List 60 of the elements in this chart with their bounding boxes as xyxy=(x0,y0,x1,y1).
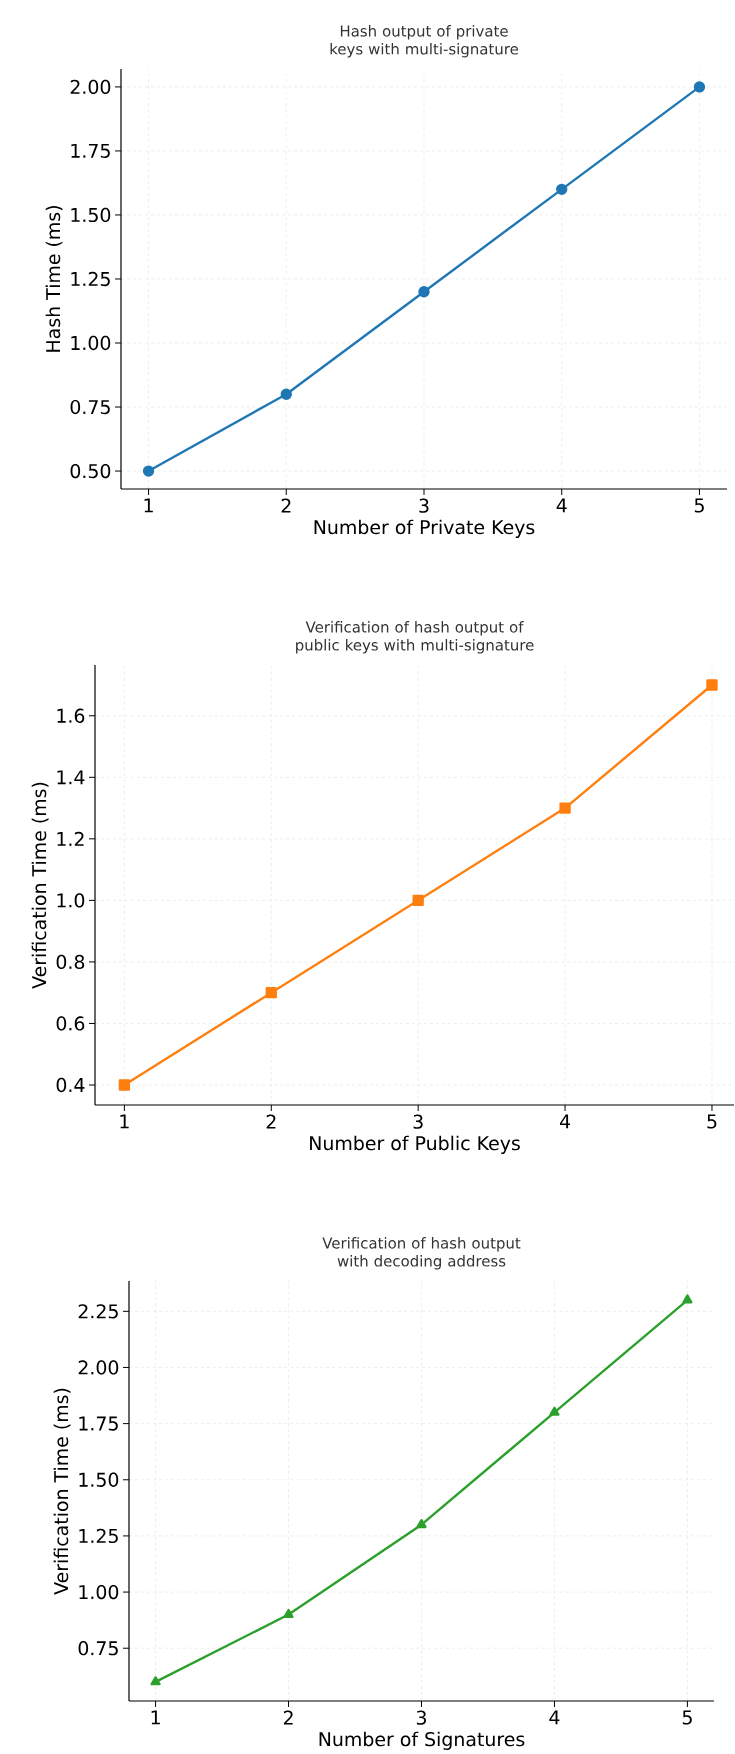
x-tick-label: 5 xyxy=(707,1114,717,1129)
x-tick-label: 2 xyxy=(266,1114,276,1129)
x-tick-label: 3 xyxy=(416,1710,427,1725)
y-axis-title: Hash Time (ms) xyxy=(45,206,63,352)
y-tick-label: 0.50 xyxy=(70,463,111,479)
x-axis-title: Number of Signatures xyxy=(319,1731,525,1750)
point xyxy=(682,1294,693,1304)
point xyxy=(283,1608,294,1618)
point xyxy=(142,465,155,477)
y-tick-label: 1.4 xyxy=(57,770,85,785)
point xyxy=(265,987,277,999)
y-tick-label: 2.00 xyxy=(70,79,111,95)
point xyxy=(418,286,430,298)
point xyxy=(416,1519,427,1529)
y-tick-label: 1.25 xyxy=(71,271,110,287)
x-tick-label: 3 xyxy=(419,498,429,513)
point xyxy=(150,1676,161,1686)
x-tick-label: 4 xyxy=(549,1710,560,1725)
y-tick-label: 0.75 xyxy=(70,399,110,415)
x-tick-label: 4 xyxy=(556,498,567,513)
y-tick-label: 1.75 xyxy=(79,1416,118,1431)
y-tick-label: 1.50 xyxy=(79,1472,119,1487)
x-axis-title: Number of Private Keys xyxy=(314,519,535,538)
y-tick-label: 1.00 xyxy=(79,1584,119,1600)
chart-title: Verification of hash output with decoding address xyxy=(322,1237,521,1270)
y-tick-label: 1.6 xyxy=(57,708,85,723)
x-tick-label: 5 xyxy=(694,498,704,513)
point xyxy=(549,1406,560,1416)
x-tick-label: 2 xyxy=(281,498,291,513)
y-tick-label: 0.4 xyxy=(56,1077,85,1093)
point xyxy=(280,388,292,400)
x-tick-label: 1 xyxy=(151,1710,160,1725)
x-tick-label: 1 xyxy=(144,498,153,513)
point xyxy=(118,1079,131,1091)
y-tick-label: 1.25 xyxy=(79,1528,118,1544)
y-tick-label: 1.2 xyxy=(57,831,84,846)
y-tick-label: 1.50 xyxy=(71,207,111,223)
x-axis-title: Number of Public Keys xyxy=(310,1135,520,1154)
y-tick-label: 0.75 xyxy=(78,1641,118,1656)
chart-title: Verification of hash output of public keys with multi-signature xyxy=(296,621,534,654)
y-tick-label: 0.8 xyxy=(56,954,85,970)
x-tick-label: 5 xyxy=(682,1710,692,1725)
point xyxy=(706,679,718,691)
x-tick-label: 2 xyxy=(283,1710,293,1725)
x-tick-label: 4 xyxy=(559,1114,571,1129)
point xyxy=(412,894,424,907)
chart-title: Hash output of private keys with multi-signature xyxy=(330,25,519,58)
y-tick-label: 2.00 xyxy=(78,1360,119,1375)
y-tick-label: 2.25 xyxy=(78,1304,118,1319)
point xyxy=(693,81,706,93)
y-axis-title: Verification Time (ms) xyxy=(31,782,49,989)
y-tick-label: 1.0 xyxy=(57,893,85,908)
x-tick-label: 3 xyxy=(413,1114,423,1129)
point xyxy=(556,183,568,196)
point xyxy=(559,802,571,814)
y-tick-label: 1.00 xyxy=(71,335,111,351)
y-tick-label: 1.75 xyxy=(71,143,110,158)
y-tick-label: 0.6 xyxy=(56,1016,85,1031)
x-tick-label: 1 xyxy=(120,1114,129,1129)
y-axis-title: Verification Time (ms) xyxy=(53,1388,71,1595)
